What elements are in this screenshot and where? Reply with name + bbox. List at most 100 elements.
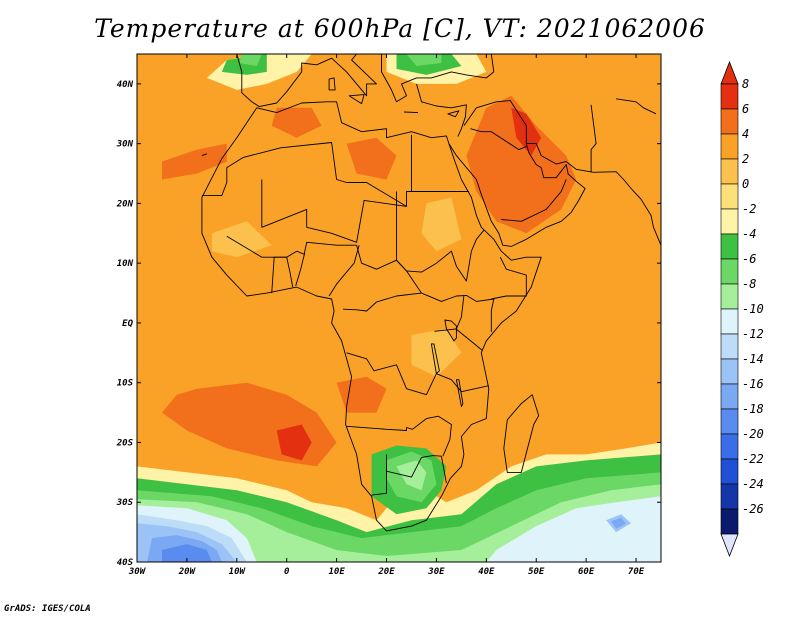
map-title: Temperature at 600hPa [C], VT: 202106200… [94,14,706,43]
blob-e-m16 [611,517,627,529]
border-nigeria-cam [328,245,360,297]
core-canary-6 [162,143,227,180]
lat-tick-label: 10S [117,379,134,389]
colorbar-label: -2 [742,202,756,216]
lat-tick-label: 20N [116,199,134,209]
lon-tick-label: 0 [284,567,290,577]
sa-m8 [396,460,427,491]
colorbar-swatch [720,208,739,235]
lon-tick-label: 10W [229,567,247,577]
border-sudan-ethiopia [406,230,485,282]
lat-tick-label: 40N [117,80,134,90]
colorbar: 8 6 4 2 0 -2 -4 -6 -8 -10 -12 -14 -16 -18 -20 -22 -24 -26 [720,60,764,558]
colorbar-label: 0 [742,177,749,191]
border-congo-s [346,352,437,396]
colorbar-swatch [720,133,739,160]
border-benin [295,252,306,287]
colorbar-label: -22 [742,452,764,466]
colorbar-label: -18 [742,402,764,416]
africa-coast [201,101,542,532]
colorbar-label: -8 [742,277,756,291]
colorbar-label: 4 [742,127,749,141]
lake-victoria [444,319,457,342]
border-namibia-e [371,454,387,496]
lat-tick-label: 10N [117,259,134,269]
lon-tick-label: 50E [528,567,545,577]
lat-tick-label: 20S [116,438,134,448]
colorbar-swatch [720,358,739,385]
border-saudi-n [470,128,527,151]
colorbar-label: 6 [742,102,749,116]
core-sw-8 [276,424,312,461]
border-namibia-n [346,425,413,431]
grads-credit: GrADS: IGES/COLA [4,604,91,614]
temperature-field [137,54,661,562]
colorbar-swatch [720,183,739,210]
lon-tick-label: 30W [128,567,147,577]
colorbar-swatch [720,408,739,435]
border-tanzania-s [436,373,489,393]
border-tanzania-n [434,328,483,351]
lake-malawi [455,379,464,408]
lon-tick-label: 60E [578,567,595,577]
colorbar-bottom-arrow [720,533,739,558]
core-arabia-6 [466,95,577,234]
coastlines-borders [201,54,661,532]
europe-sw-coast [236,54,377,108]
border-botswana-sa [386,455,447,484]
axis-ticks: 30W 20W 10W 0 10E 20E 30E 40E 50E 60E 70E 40N 30N 20N… [116,54,661,577]
colorbar-label: -20 [742,427,764,441]
colorbar-swatch [720,258,739,285]
colorbar-label: -6 [742,252,756,266]
lat-tick-label: 30S [116,498,134,508]
lon-tick-label: 10E [328,567,345,577]
lon-tick-label: 40E [478,567,495,577]
patch-sudan-2 [421,197,462,252]
north-east-m6 [406,54,442,66]
colorbar-label: -10 [742,302,764,316]
border-iraq [463,100,527,144]
colorbar-label: -12 [742,327,764,341]
border-sahel [261,179,407,243]
core-libya-6 [346,137,397,180]
band-m10-e [486,496,661,562]
border-afghan [616,98,657,115]
colorbar-top-arrow [720,60,739,85]
core-angola-6 [336,376,387,413]
colorbar-swatch [720,83,739,110]
border-ghana [271,256,294,294]
border-congo-n [343,292,422,312]
crete [403,111,419,114]
colorbar-label: -14 [742,352,764,366]
border-kenya-uganda [455,295,465,330]
colorbar-swatch [720,483,739,510]
north-west-m6 [239,54,262,66]
colorbar-label: -4 [742,227,756,241]
map-frame [136,53,662,563]
colorbar-swatch [720,283,739,310]
cyprus [447,110,460,118]
colorbar-swatch [720,383,739,410]
lat-tick-label: 40S [117,558,134,568]
colorbar-swatch [720,108,739,135]
colorbar-swatch [720,308,739,335]
border-iran-e [590,104,597,173]
lat-tick-label: 30N [116,140,134,150]
border-central [356,245,495,332]
core-algeria-6 [271,107,322,138]
colorbar-swatch [720,333,739,360]
border-wsahara [201,157,244,197]
border-somalia [491,256,527,300]
arabia-india-coast [448,143,661,247]
colorbar-label: -16 [742,377,764,391]
border-chad-sudan [396,191,407,272]
colorbar-label: -24 [742,477,764,491]
colorbar-swatch [720,158,739,185]
border-saudi-s [501,179,567,222]
colorbar-swatch [720,508,739,535]
colorbar-swatch [720,433,739,460]
canaries [201,153,208,157]
patch-sahel-2 [211,221,272,258]
border-w-africa [226,235,357,258]
